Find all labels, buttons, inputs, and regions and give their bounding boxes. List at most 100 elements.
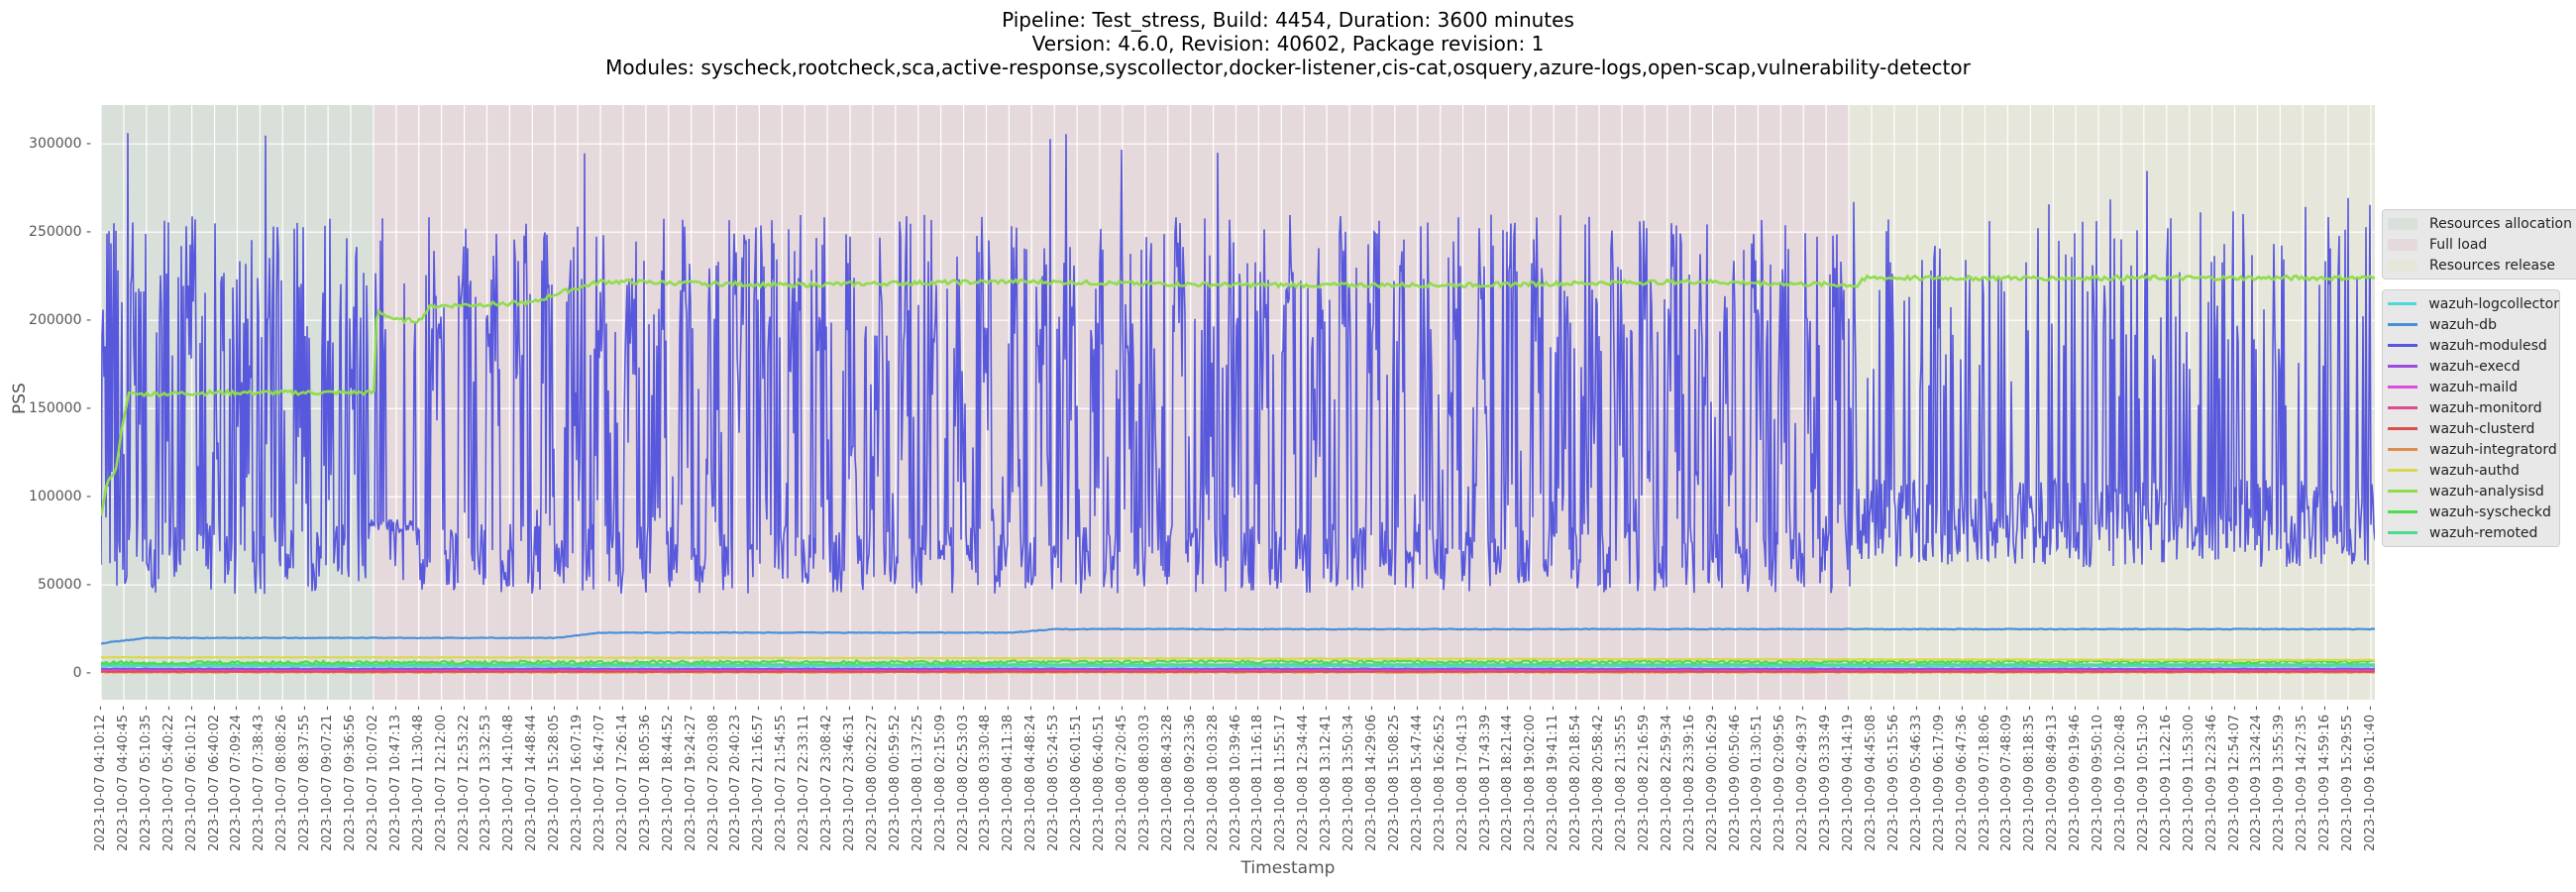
x-tick-label: 2023-10-09 00:16:29 -	[1704, 706, 1720, 851]
x-tick-label: 2023-10-08 00:59:52 -	[887, 706, 903, 851]
x-tick-label: 2023-10-07 18:05:36 -	[637, 706, 653, 851]
legend-label: wazuh-db	[2429, 316, 2497, 333]
legend-line-icon	[2388, 323, 2417, 326]
x-tick-label: 2023-10-09 09:50:10 -	[2091, 706, 2106, 851]
legend-label: wazuh-analysisd	[2429, 483, 2544, 500]
legend-label: wazuh-maild	[2429, 379, 2519, 395]
legend-line-icon	[2388, 531, 2417, 534]
x-tick-label: 2023-10-07 06:40:02 -	[206, 706, 222, 851]
legend-item-phase: Resources release	[2383, 255, 2576, 276]
x-tick-label: 2023-10-07 21:54:55 -	[774, 706, 790, 851]
y-tick-label: 300000 -	[29, 136, 91, 153]
chart-title: Pipeline: Test_stress, Build: 4454, Dura…	[0, 8, 2576, 79]
x-tick-label: 2023-10-07 05:10:35 -	[138, 706, 154, 851]
x-tick-label: 2023-10-07 08:08:26 -	[274, 706, 290, 851]
x-tick-label: 2023-10-07 23:08:42 -	[819, 706, 835, 851]
x-tick-label: 2023-10-07 13:32:53 -	[479, 706, 494, 851]
x-tick-label: 2023-10-08 17:04:13 -	[1454, 706, 1470, 851]
x-tick-label: 2023-10-07 07:38:43 -	[252, 706, 268, 851]
x-tick-label: 2023-10-09 11:53:00 -	[2181, 706, 2197, 851]
x-tick-label: 2023-10-09 14:59:16 -	[2317, 706, 2333, 851]
x-tick-label: 2023-10-07 20:40:23 -	[728, 706, 744, 851]
x-tick-label: 2023-10-07 09:07:21 -	[320, 706, 336, 851]
x-tick-label: 2023-10-09 12:23:46 -	[2203, 706, 2219, 851]
legend-line-icon	[2388, 469, 2417, 472]
x-tick-label: 2023-10-09 04:14:19 -	[1841, 706, 1857, 851]
x-tick-label: 2023-10-08 04:48:24 -	[1023, 706, 1039, 851]
x-tick-label: 2023-10-07 21:16:57 -	[751, 706, 767, 851]
legend-item-series: wazuh-syscheckd	[2383, 502, 2559, 522]
x-tick-label: 2023-10-07 09:36:56 -	[343, 706, 358, 851]
x-tick-label: 2023-10-07 04:40:45 -	[115, 706, 131, 851]
legend-label: wazuh-monitord	[2429, 399, 2542, 416]
legend-swatch-icon	[2388, 259, 2417, 272]
x-tick-label: 2023-10-08 15:08:25 -	[1386, 706, 1402, 851]
legend-label: wazuh-remoted	[2429, 524, 2538, 541]
x-tick-label: 2023-10-08 17:43:39 -	[1477, 706, 1493, 851]
x-tick-label: 2023-10-09 08:18:35 -	[2022, 706, 2038, 851]
x-tick-label: 2023-10-09 07:18:06 -	[1977, 706, 1992, 851]
x-axis-label: Timestamp	[1240, 858, 1336, 878]
series-line-wazuh-authd	[101, 655, 2375, 662]
x-tick-label: 2023-10-08 12:34:44 -	[1296, 706, 1312, 851]
x-tick-label: 2023-10-09 05:15:56 -	[1885, 706, 1901, 851]
x-tick-label: 2023-10-07 18:44:52 -	[660, 706, 676, 851]
x-tick-label: 2023-10-07 19:24:27 -	[683, 706, 698, 851]
series-line-wazuh-execd	[101, 667, 2375, 671]
x-tick-label: 2023-10-07 06:10:12 -	[183, 706, 199, 851]
title-line-pipeline: Pipeline: Test_stress, Build: 4454, Dura…	[1002, 8, 1574, 32]
phase-band	[373, 105, 1850, 700]
x-tick-label: 2023-10-08 05:24:53 -	[1046, 706, 1062, 851]
x-tick-label: 2023-10-07 17:26:14 -	[614, 706, 630, 851]
x-tick-label: 2023-10-08 20:18:54 -	[1568, 706, 1584, 851]
series-line-wazuh-syscheckd	[101, 658, 2375, 666]
x-tick-label: 2023-10-08 11:16:18 -	[1250, 706, 1266, 851]
series-line-wazuh-clusterd	[101, 670, 2375, 673]
x-tick-label: 2023-10-08 01:37:25 -	[910, 706, 925, 851]
legend-line-icon	[2388, 344, 2417, 347]
x-tick-label: 2023-10-09 14:27:35 -	[2295, 706, 2310, 851]
x-tick-label: 2023-10-08 10:03:28 -	[1205, 706, 1221, 851]
x-tick-label: 2023-10-08 08:03:03 -	[1136, 706, 1152, 851]
x-tick-label: 2023-10-08 08:43:28 -	[1159, 706, 1175, 851]
x-tick-label: 2023-10-09 16:01:40 -	[2363, 706, 2378, 851]
legend-line-icon	[2388, 365, 2417, 368]
legend-line-icon	[2388, 510, 2417, 513]
x-tick-label: 2023-10-09 11:22:16 -	[2158, 706, 2174, 851]
legend-swatch-icon	[2388, 217, 2417, 230]
legend-series: wazuh-logcollector wazuh-db wazuh-modulesd…	[2382, 289, 2560, 547]
legend-line-icon	[2388, 448, 2417, 451]
x-tick-label: 2023-10-09 07:48:09 -	[1999, 706, 2015, 851]
chart-canvas	[101, 105, 2375, 700]
legend-label: wazuh-execd	[2429, 358, 2521, 375]
x-tick-label: 2023-10-08 14:29:06 -	[1363, 706, 1379, 851]
x-tick-label: 2023-10-09 13:55:39 -	[2272, 706, 2288, 851]
series-line-wazuh-modulesd	[101, 133, 2375, 595]
y-tick-label: 0 -	[72, 665, 91, 682]
x-tick-label: 2023-10-08 15:47:44 -	[1409, 706, 1425, 851]
x-tick-label: 2023-10-07 08:37:55 -	[297, 706, 313, 851]
legend-item-series: wazuh-logcollector	[2383, 293, 2559, 314]
x-tick-label: 2023-10-09 12:54:07 -	[2226, 706, 2242, 851]
x-tick-label: 2023-10-07 22:33:11 -	[797, 706, 812, 851]
series-line-wazuh-analysisd	[101, 274, 2375, 516]
x-tick-label: 2023-10-08 22:59:34 -	[1659, 706, 1674, 851]
x-tick-label: 2023-10-07 16:07:19 -	[570, 706, 586, 851]
x-tick-label: 2023-10-09 13:24:24 -	[2249, 706, 2265, 851]
series-line-wazuh-logcollector	[101, 664, 2375, 668]
legend-line-icon	[2388, 302, 2417, 305]
x-tick-label: 2023-10-09 15:29:55 -	[2340, 706, 2356, 851]
x-tick-label: 2023-10-07 05:40:22 -	[161, 706, 176, 851]
x-tick-label: 2023-10-07 15:28:05 -	[547, 706, 563, 851]
x-tick-label: 2023-10-08 06:40:51 -	[1092, 706, 1108, 851]
x-tick-label: 2023-10-07 07:09:24 -	[229, 706, 245, 851]
y-tick-label: 250000 -	[29, 224, 91, 241]
legend-item-series: wazuh-authd	[2383, 460, 2559, 481]
x-tick-label: 2023-10-09 03:33:49 -	[1818, 706, 1834, 851]
x-tick-label: 2023-10-07 12:53:22 -	[456, 706, 472, 851]
x-tick-label: 2023-10-07 10:47:13 -	[387, 706, 403, 851]
legend-line-icon	[2388, 427, 2417, 430]
x-tick-label: 2023-10-07 10:07:02 -	[365, 706, 380, 851]
x-tick-label: 2023-10-08 02:15:09 -	[932, 706, 948, 851]
x-tick-label: 2023-10-09 10:51:30 -	[2135, 706, 2151, 851]
